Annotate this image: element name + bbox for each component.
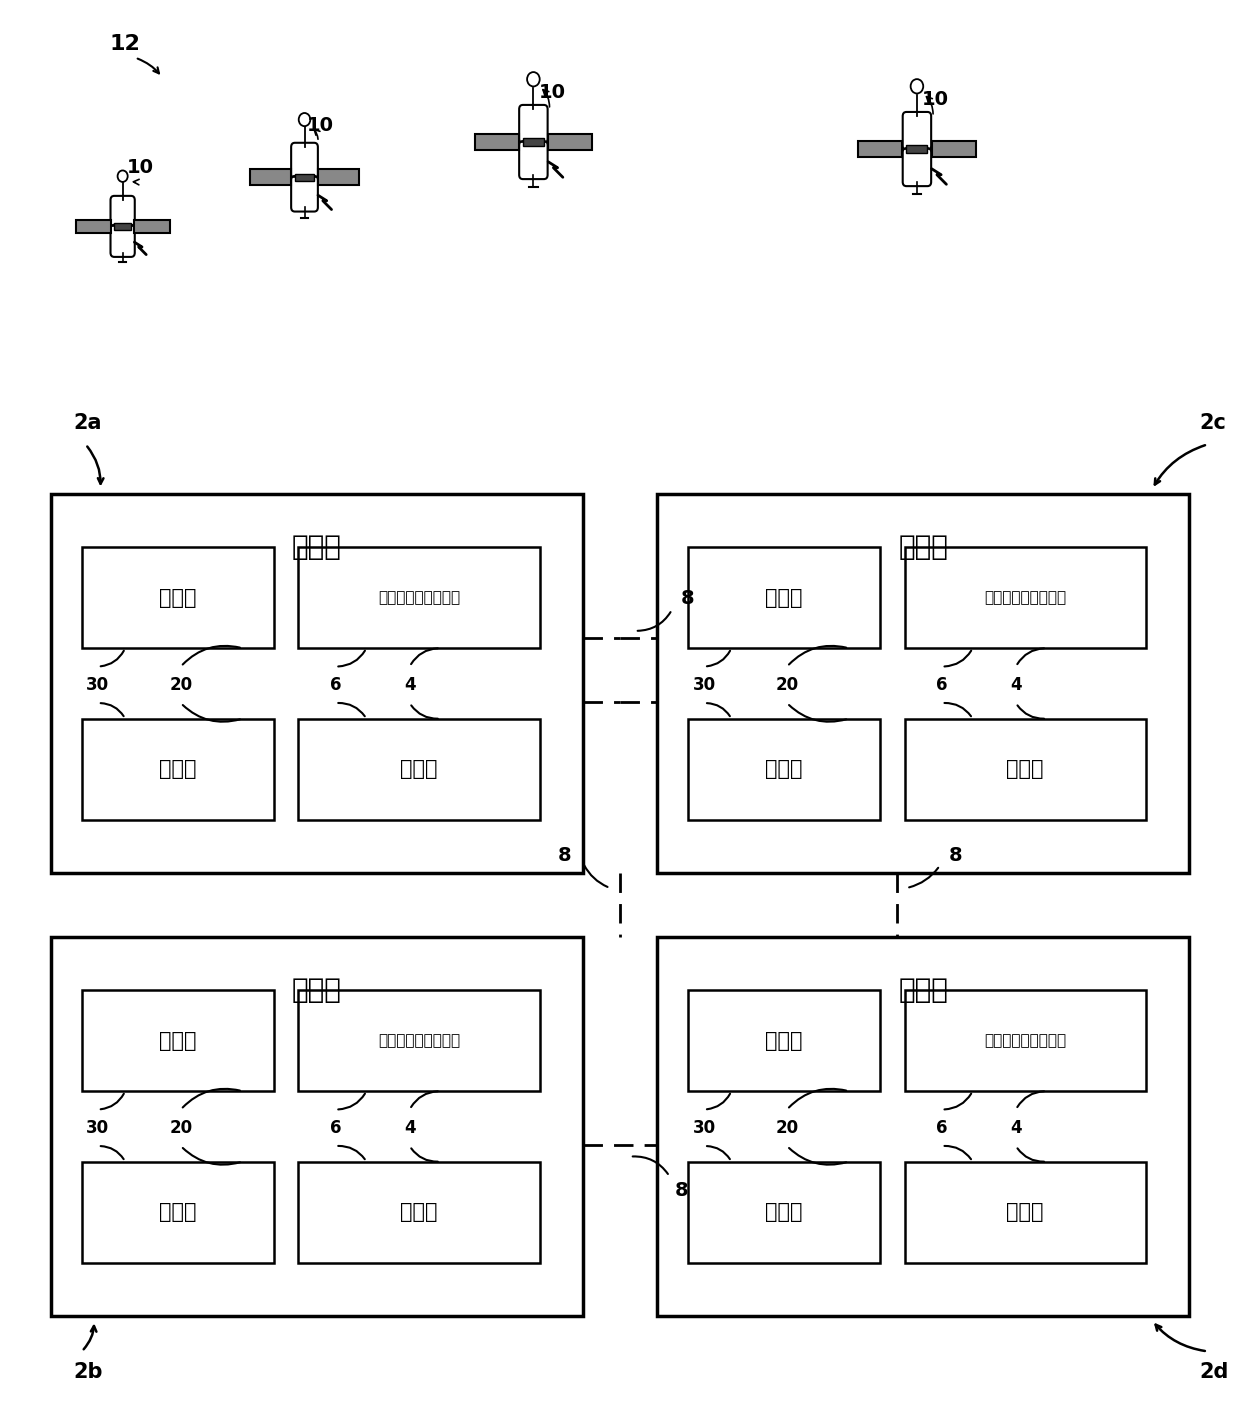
FancyBboxPatch shape: [317, 169, 358, 185]
Bar: [688, 719, 880, 820]
Text: 8: 8: [949, 847, 962, 865]
Bar: [295, 173, 314, 180]
Bar: [688, 991, 880, 1091]
Text: 传感器: 传感器: [898, 533, 949, 561]
Text: 6: 6: [330, 1119, 341, 1137]
Text: 20: 20: [169, 676, 192, 693]
Text: 收发器: 收发器: [401, 1202, 438, 1222]
Text: 30: 30: [693, 1119, 715, 1137]
FancyBboxPatch shape: [475, 134, 518, 151]
Bar: [51, 493, 583, 874]
Bar: [299, 719, 539, 820]
Text: 处理器: 处理器: [159, 588, 196, 607]
Bar: [523, 138, 544, 147]
Text: 2a: 2a: [73, 413, 102, 433]
Bar: [904, 719, 1146, 820]
Text: 20: 20: [169, 1119, 192, 1137]
FancyBboxPatch shape: [110, 196, 135, 228]
FancyBboxPatch shape: [291, 142, 317, 179]
FancyBboxPatch shape: [134, 220, 170, 232]
Bar: [299, 991, 539, 1091]
Text: 4: 4: [404, 676, 415, 693]
Bar: [688, 547, 880, 648]
Bar: [82, 719, 274, 820]
Text: 存储器: 存储器: [159, 759, 196, 779]
Text: 全球定位系统接收器: 全球定位系统接收器: [985, 590, 1066, 604]
Text: 传感器: 传感器: [898, 976, 949, 1005]
Bar: [904, 1161, 1146, 1262]
Circle shape: [910, 79, 924, 93]
FancyBboxPatch shape: [548, 134, 593, 151]
FancyBboxPatch shape: [520, 104, 548, 142]
Text: 全球定位系统接收器: 全球定位系统接收器: [378, 590, 460, 604]
Text: 处理器: 处理器: [159, 1030, 196, 1051]
Text: 4: 4: [1011, 1119, 1022, 1137]
Circle shape: [527, 72, 539, 86]
Text: 10: 10: [308, 116, 334, 135]
Bar: [114, 223, 131, 230]
Text: 8: 8: [558, 847, 572, 865]
Bar: [906, 145, 928, 154]
FancyBboxPatch shape: [250, 169, 291, 185]
Text: 全球定位系统接收器: 全球定位系统接收器: [378, 1033, 460, 1048]
Bar: [51, 937, 583, 1316]
Text: 4: 4: [404, 1119, 415, 1137]
Bar: [657, 493, 1189, 874]
Text: 传感器: 传感器: [291, 533, 342, 561]
Text: 收发器: 收发器: [1007, 759, 1044, 779]
Text: 处理器: 处理器: [765, 1030, 802, 1051]
Text: 30: 30: [87, 1119, 109, 1137]
Text: 12: 12: [109, 34, 140, 54]
FancyBboxPatch shape: [291, 176, 317, 211]
FancyBboxPatch shape: [903, 111, 931, 149]
Text: 收发器: 收发器: [1007, 1202, 1044, 1222]
FancyBboxPatch shape: [903, 148, 931, 186]
Bar: [82, 1161, 274, 1262]
Text: 10: 10: [126, 158, 154, 176]
Circle shape: [299, 113, 310, 127]
FancyBboxPatch shape: [76, 220, 110, 232]
Bar: [657, 937, 1189, 1316]
Text: 存储器: 存储器: [765, 1202, 802, 1222]
Text: 存储器: 存储器: [765, 759, 802, 779]
Bar: [299, 547, 539, 648]
Text: 10: 10: [923, 90, 949, 110]
Text: 10: 10: [538, 83, 565, 103]
FancyBboxPatch shape: [931, 141, 976, 158]
Text: 2b: 2b: [73, 1363, 103, 1382]
Text: 6: 6: [330, 676, 341, 693]
Bar: [299, 1161, 539, 1262]
FancyBboxPatch shape: [110, 225, 135, 256]
Text: 8: 8: [681, 589, 694, 607]
Text: 20: 20: [775, 676, 799, 693]
Text: 存储器: 存储器: [159, 1202, 196, 1222]
Text: 2c: 2c: [1199, 413, 1226, 433]
Text: 8: 8: [675, 1181, 688, 1200]
Bar: [688, 1161, 880, 1262]
Text: 4: 4: [1011, 676, 1022, 693]
Text: 6: 6: [936, 1119, 947, 1137]
Bar: [82, 991, 274, 1091]
Bar: [904, 991, 1146, 1091]
Bar: [904, 547, 1146, 648]
FancyBboxPatch shape: [520, 141, 548, 179]
Text: 30: 30: [693, 676, 715, 693]
FancyBboxPatch shape: [858, 141, 903, 158]
Text: 收发器: 收发器: [401, 759, 438, 779]
Text: 2d: 2d: [1199, 1363, 1229, 1382]
Text: 6: 6: [936, 676, 947, 693]
Text: 全球定位系统接收器: 全球定位系统接收器: [985, 1033, 1066, 1048]
Text: 30: 30: [87, 676, 109, 693]
Bar: [82, 547, 274, 648]
Circle shape: [118, 170, 128, 182]
Text: 传感器: 传感器: [291, 976, 342, 1005]
Text: 处理器: 处理器: [765, 588, 802, 607]
Text: 20: 20: [775, 1119, 799, 1137]
